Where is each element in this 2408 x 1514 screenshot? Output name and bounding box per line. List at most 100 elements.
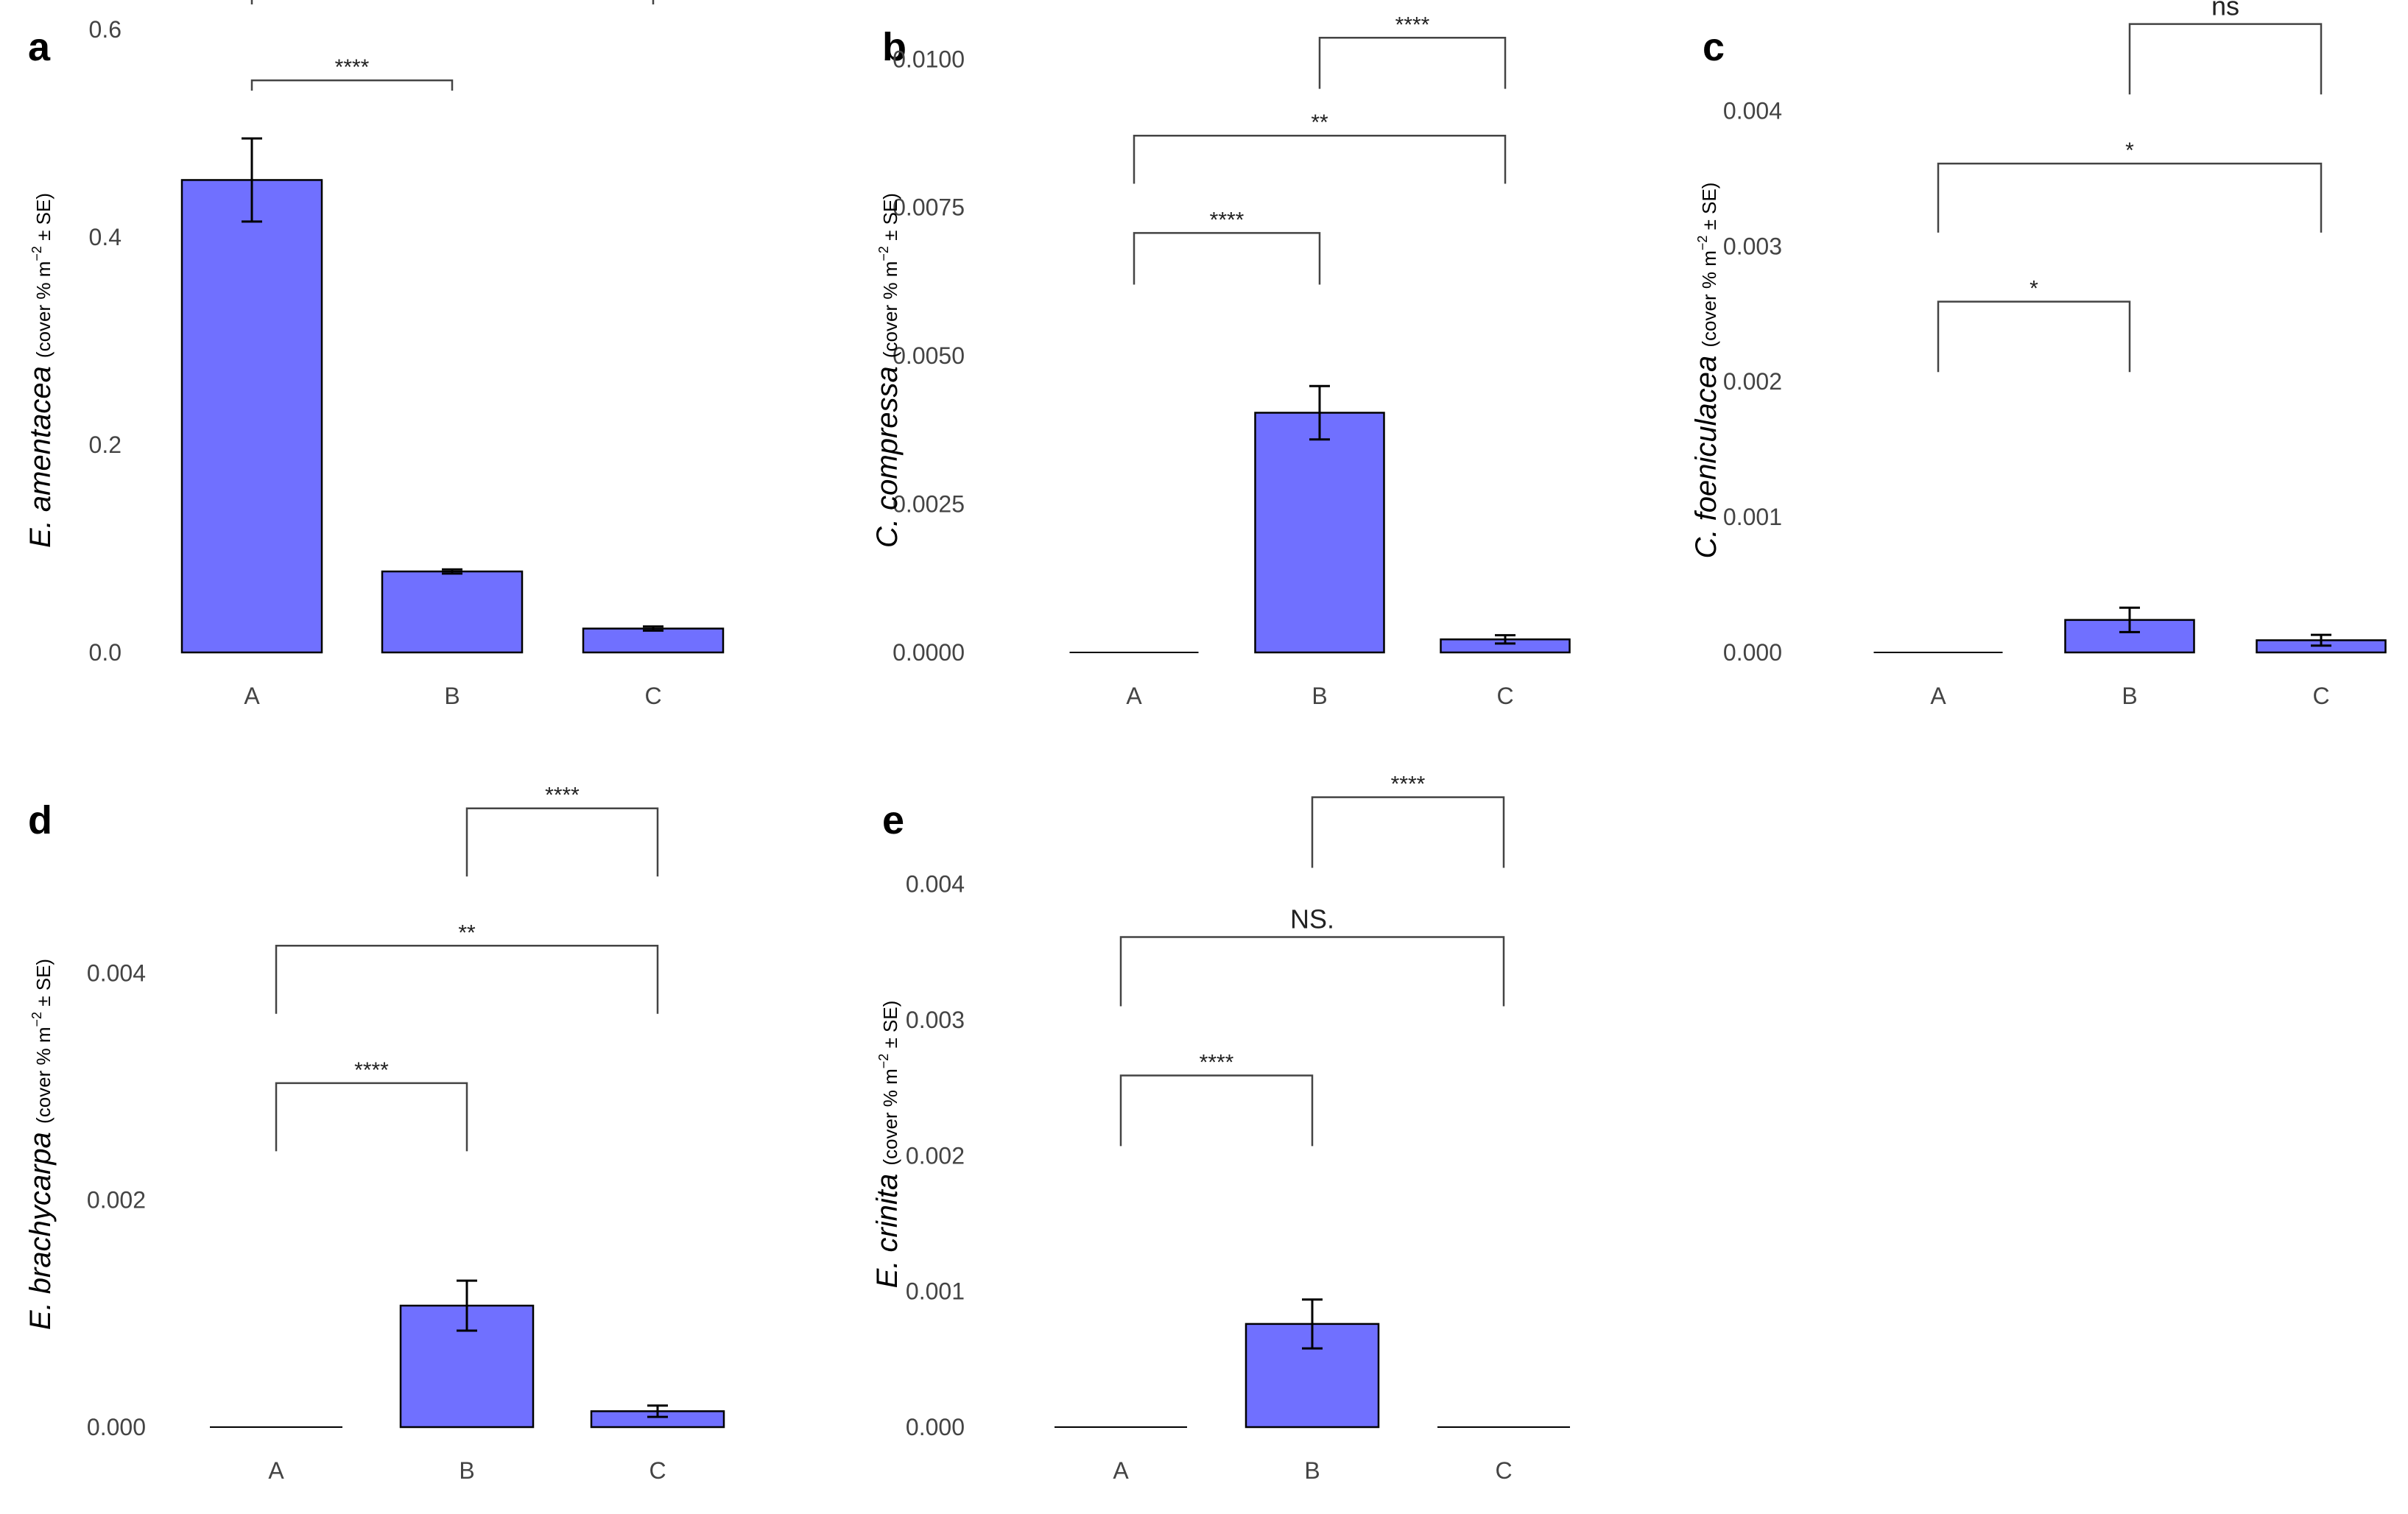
x-tick-label: A: [268, 1457, 284, 1484]
y-tick-label: 0.4: [89, 224, 122, 250]
panel-letter: d: [28, 798, 52, 842]
panel-b: b 0.0000 0.0025 0.0050 0.0075 0.0100 A B C C. com…: [871, 13, 1571, 709]
x-tick-label: B: [444, 683, 460, 709]
y-tick-label: 0.0050: [893, 342, 965, 369]
y-tick-label: 0.0025: [893, 491, 965, 518]
y-tick-label: 0.004: [1723, 97, 1782, 124]
x-tick-label: C: [1495, 1457, 1512, 1484]
significance-label: ****: [545, 784, 580, 808]
y-tick-label: 0.000: [1723, 639, 1782, 666]
bar: [381, 570, 524, 654]
y-tick-label: 0.003: [906, 1007, 965, 1033]
significance-bracket: [1133, 134, 1507, 184]
x-tick-label: C: [644, 683, 661, 709]
x-tick-label: B: [1312, 683, 1327, 709]
y-axis-unit: (cover % m: [32, 261, 54, 358]
y-axis-label: E. crinita (cover % m−2 ± SE): [871, 1001, 904, 1289]
significance-bracket: [275, 1082, 468, 1152]
x-tick-label: B: [2122, 683, 2137, 709]
significance-label: ****: [335, 55, 370, 80]
panel-d: d 0.000 0.002 0.004 A B C E. brachycarpa (cover…: [24, 784, 725, 1484]
significance-bracket: [465, 807, 659, 877]
x-tick-label: C: [649, 1457, 666, 1484]
significance-label: **: [1311, 110, 1328, 135]
bar: [582, 627, 725, 654]
y-axis-unit: (cover % m: [32, 1027, 54, 1123]
significance-label: *: [2125, 138, 2134, 163]
y-tick-label: 0.0: [89, 639, 122, 666]
y-tick-label: 0.0075: [893, 194, 965, 221]
y-tick-label: 0.001: [906, 1278, 965, 1305]
significance-bracket: [1318, 37, 1507, 89]
significance-bracket: [1311, 796, 1505, 868]
panel-a: a 0.0 0.2 0.4 0.6 A B C E. amentacea (cover % m−…: [24, 0, 725, 709]
y-tick-label: 0.0000: [893, 639, 965, 666]
panel-c: c 0.000 0.001 0.002 0.003 0.004 A B C C. foenicul…: [1690, 0, 2387, 709]
y-tick-label: 0.002: [906, 1142, 965, 1169]
significance-label: **: [458, 920, 476, 945]
x-tick-label: A: [244, 683, 260, 709]
x-tick-label: B: [1304, 1457, 1320, 1484]
significance-label: ****: [1200, 1051, 1234, 1075]
y-axis-unit: (cover % m: [1698, 250, 1720, 347]
y-tick-label: 0.003: [1723, 233, 1782, 259]
y-tick-label: 0.000: [906, 1414, 965, 1440]
y-axis-unit-sup: −2: [876, 1054, 891, 1069]
y-tick-label: 0.001: [1723, 504, 1782, 530]
y-axis-label: E. brachycarpa (cover % m−2 ± SE): [24, 959, 57, 1330]
panel-letter: c: [1703, 25, 1725, 69]
significance-label: NS.: [1290, 904, 1334, 934]
significance-bracket: [250, 0, 655, 5]
y-tick-label: 0.6: [89, 16, 122, 43]
y-axis-unit-sup: −2: [1695, 236, 1710, 251]
y-tick-label: 0.002: [1723, 368, 1782, 395]
bar: [180, 179, 323, 654]
significance-bracket: [1133, 232, 1321, 285]
y-axis-species: C. foeniculacea: [1690, 348, 1722, 559]
y-axis-unit-end: ± SE): [879, 1001, 901, 1054]
y-axis-label: E. amentacea (cover % m−2 ± SE): [24, 193, 57, 548]
y-axis-species: C. compressa: [871, 358, 904, 548]
y-tick-label: 0.004: [906, 871, 965, 898]
y-tick-label: 0.0100: [893, 46, 965, 72]
significance-label: ****: [354, 1058, 389, 1082]
y-tick-label: 0.2: [89, 432, 122, 458]
panel-letter: a: [28, 25, 51, 69]
y-axis-unit-sup: −2: [876, 246, 891, 261]
y-tick-label: 0.000: [87, 1414, 146, 1440]
y-axis-unit-end: ± SE): [32, 193, 54, 246]
significance-label: ns: [2211, 0, 2239, 21]
x-tick-label: A: [1126, 683, 1142, 709]
y-axis-unit-end: ± SE): [32, 959, 54, 1012]
panel-letter: e: [882, 798, 904, 842]
y-axis-label: C. foeniculacea (cover % m−2 ± SE): [1690, 183, 1722, 559]
y-axis-unit-sup: −2: [29, 246, 44, 261]
significance-bracket: [1119, 936, 1505, 1007]
y-axis-unit-end: ± SE): [1698, 183, 1720, 236]
significance-bracket: [1119, 1074, 1314, 1147]
bar: [1254, 412, 1385, 654]
x-tick-label: C: [1496, 683, 1513, 709]
y-axis-unit-end: ± SE): [879, 193, 901, 246]
significance-label: ****: [1210, 208, 1245, 232]
y-axis-species: E. crinita: [871, 1166, 904, 1289]
y-axis-unit-sup: −2: [29, 1012, 44, 1027]
x-tick-label: A: [1113, 1457, 1129, 1484]
panel-e: e 0.000 0.001 0.002 0.003 0.004 A B C E. crinita …: [871, 772, 1570, 1484]
y-tick-label: 0.002: [87, 1187, 146, 1214]
y-axis-species: E. amentacea: [24, 358, 57, 548]
significance-bracket: [1937, 162, 2323, 233]
y-axis-unit: (cover % m: [879, 1068, 901, 1165]
y-tick-label: 0.004: [87, 960, 146, 986]
x-tick-label: B: [459, 1457, 474, 1484]
y-axis-species: E. brachycarpa: [24, 1124, 57, 1330]
significance-label: ****: [1395, 13, 1430, 37]
x-tick-label: A: [1930, 683, 1946, 709]
y-axis-unit: (cover % m: [879, 261, 901, 358]
x-tick-label: C: [2312, 683, 2329, 709]
panel-letter: b: [882, 25, 906, 69]
significance-bracket: [2128, 23, 2323, 95]
significance-bracket: [250, 79, 454, 91]
significance-bracket: [275, 945, 659, 1014]
